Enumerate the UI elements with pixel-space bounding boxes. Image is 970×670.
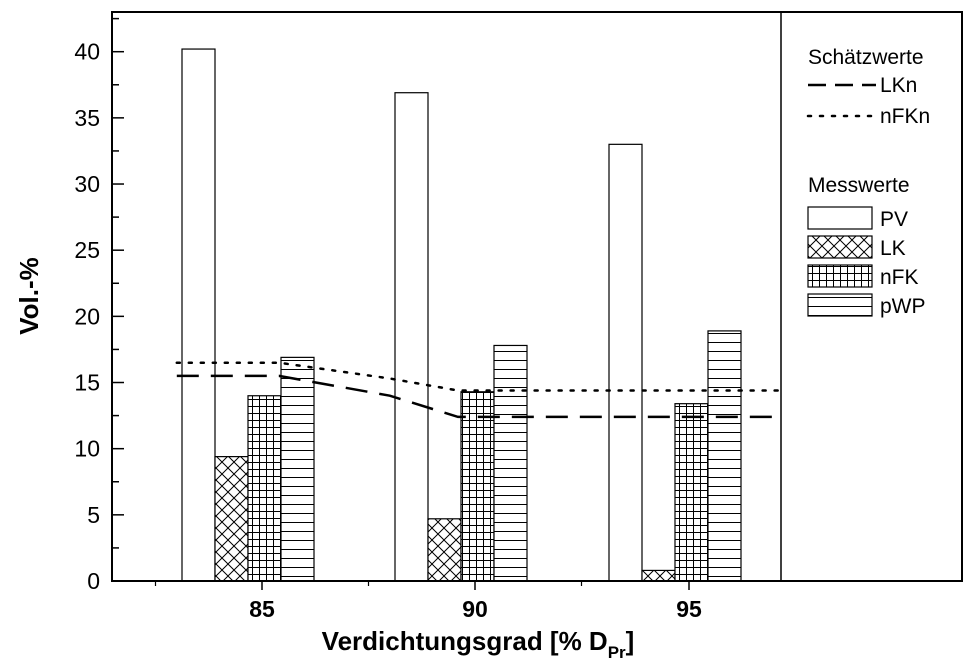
- legend: Schätzwerte Messwerte LKn nFKn PV LK nFK pWP: [806, 46, 930, 318]
- y-tick-label-40: 40: [74, 39, 100, 65]
- legend-label-nfkn: nFKn: [880, 105, 930, 128]
- legend-label-nfk: nFK: [880, 266, 919, 289]
- legend-swatch-lk: [807, 235, 873, 259]
- y-tick-label-20: 20: [74, 303, 100, 329]
- legend-title-measured: Messwerte: [808, 174, 910, 197]
- y-tick-label-5: 5: [87, 502, 100, 528]
- bar-pv-95: [608, 143, 643, 582]
- x-tick-label-95: 95: [676, 596, 702, 622]
- bar-nfk-95: [674, 403, 709, 582]
- x-axis-ticks: 85 90 95: [154, 581, 702, 622]
- legend-label-pv: PV: [880, 208, 908, 231]
- y-axis-ticks: 0 5 10 15 20 25 30 35 40: [74, 17, 124, 594]
- bar-pv-90: [394, 92, 429, 582]
- legend-swatch-pwp: [807, 293, 873, 317]
- bars-layer: [181, 48, 742, 582]
- bar-lk-90: [427, 518, 462, 582]
- plot-frame: [111, 11, 963, 582]
- x-axis-title: Verdichtungsgrad [% DPr]: [322, 626, 635, 662]
- y-tick-label-35: 35: [74, 105, 100, 131]
- x-tick-label-85: 85: [249, 596, 275, 622]
- bar-lk-95: [641, 569, 676, 582]
- x-tick-label-90: 90: [462, 596, 488, 622]
- legend-swatch-nfk: [807, 264, 873, 288]
- legend-swatch-pv: [807, 206, 873, 230]
- x-axis-title-main: Verdichtungsgrad [% D: [322, 626, 608, 656]
- x-axis-title-end: ]: [626, 626, 635, 656]
- bar-nfk-90: [460, 391, 495, 582]
- x-axis-title-subscript: Pr: [608, 643, 626, 662]
- legend-label-pwp: pWP: [880, 295, 926, 318]
- bar-nfk-85: [247, 395, 282, 582]
- legend-title-estimates: Schätzwerte: [808, 46, 924, 69]
- bar-pwp-85: [280, 356, 315, 582]
- bar-pwp-90: [493, 344, 528, 582]
- y-tick-label-15: 15: [74, 370, 100, 396]
- bar-lk-85: [214, 456, 249, 582]
- y-axis-title: Vol.-%: [14, 257, 44, 335]
- bar-pwp-95: [707, 330, 742, 582]
- y-tick-label-10: 10: [74, 436, 100, 462]
- y-tick-label-25: 25: [74, 237, 100, 263]
- legend-entries: LKn nFKn PV LK nFK pWP: [806, 74, 930, 318]
- estimate-line-nfkn: [175, 361, 783, 392]
- estimate-line-lkn: [176, 374, 782, 419]
- estimate-lines-layer: [175, 361, 783, 419]
- legend-label-lkn: LKn: [880, 74, 917, 97]
- legend-label-lk: LK: [880, 237, 906, 260]
- bar-pv-85: [181, 48, 216, 582]
- y-tick-label-30: 30: [74, 171, 100, 197]
- y-tick-label-0: 0: [87, 568, 100, 594]
